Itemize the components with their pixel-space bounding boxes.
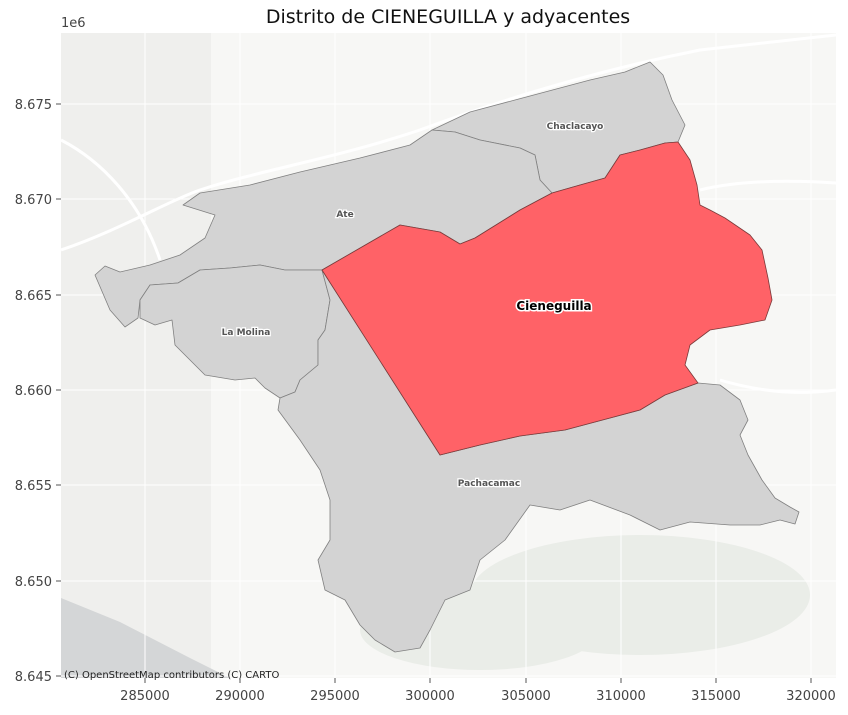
y-axis-offset-label: 1e6 — [61, 16, 86, 31]
x-axis: 285000 290000 295000 300000 305000 31000… — [120, 689, 836, 704]
y-tick-label: 8.655 — [15, 479, 52, 494]
y-tick-label: 8.645 — [15, 670, 52, 685]
x-tick-label: 295000 — [310, 689, 360, 704]
label-pachacamac: Pachacamac — [458, 479, 520, 489]
map-attribution: (C) OpenStreetMap contributors (C) CARTO — [64, 670, 279, 681]
x-tick-label: 310000 — [596, 689, 646, 704]
x-tick-label: 300000 — [405, 689, 455, 704]
x-tick-label: 305000 — [501, 689, 551, 704]
y-tick-label: 8.660 — [15, 384, 52, 399]
y-tick-label: 8.675 — [15, 98, 52, 113]
label-ate: Ate — [336, 210, 353, 220]
y-tick-label: 8.650 — [15, 575, 52, 590]
x-tick-label: 320000 — [786, 689, 836, 704]
y-axis: 8.675 8.670 8.665 8.660 8.655 8.650 8.64… — [15, 98, 52, 685]
x-tick-label: 315000 — [691, 689, 741, 704]
roads — [61, 33, 836, 394]
district-cieneguilla[interactable] — [321, 141, 773, 456]
x-tick-label: 290000 — [215, 689, 265, 704]
label-cieneguilla: Cieneguilla — [516, 299, 591, 313]
x-tick-label: 285000 — [120, 689, 170, 704]
y-tick-label: 8.665 — [15, 289, 52, 304]
district-pachacamac[interactable] — [277, 269, 800, 653]
neighbor-districts — [94, 61, 800, 653]
label-la-molina: La Molina — [222, 328, 271, 338]
tick-marks — [56, 103, 812, 683]
label-chaclacayo: Chaclacayo — [547, 122, 604, 132]
map-title: Distrito de CIENEGUILLA y adyacentes — [265, 6, 631, 28]
y-tick-label: 8.670 — [15, 193, 52, 208]
